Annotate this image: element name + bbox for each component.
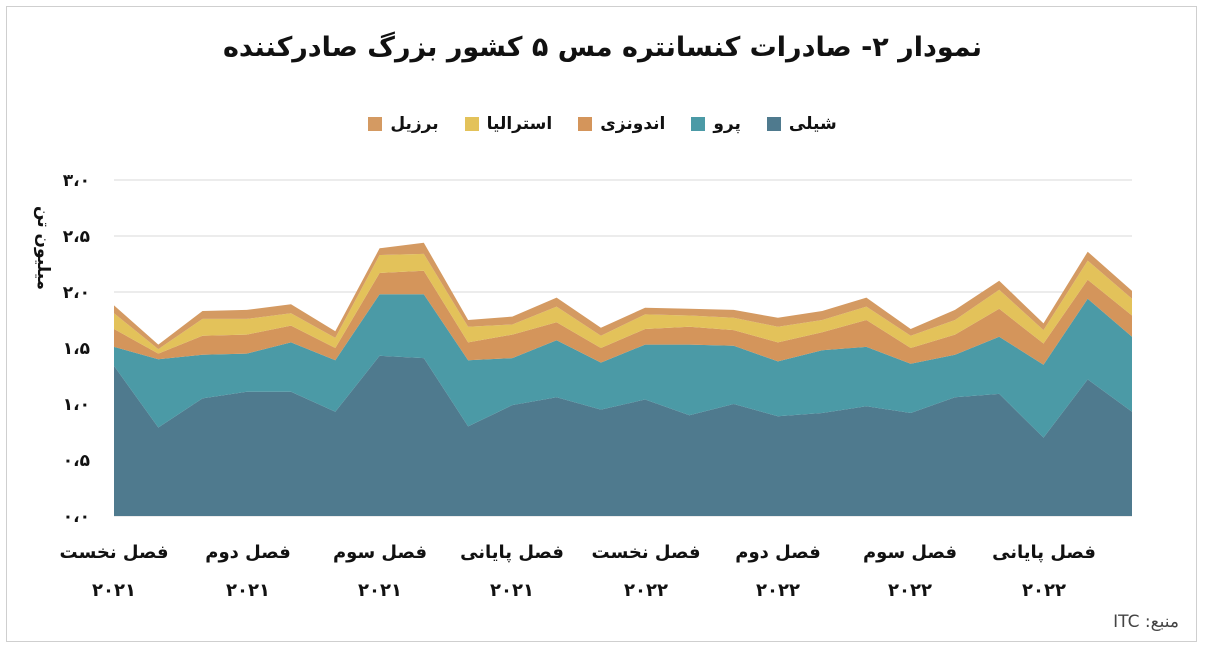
legend-item: برزیل bbox=[368, 114, 439, 134]
y-tick-labels: ۰،۰ ۰،۵ ۱،۰ ۱،۵ ۲،۰ ۲،۵ ۳،۰ bbox=[63, 171, 90, 527]
chart-legend: شیلی پرو اندونزی استرالیا برزیل bbox=[0, 114, 1205, 134]
legend-swatch bbox=[578, 117, 593, 131]
legend-swatch bbox=[766, 117, 781, 131]
legend-item: استرالیا bbox=[464, 114, 553, 134]
y-tick-label: ۱،۵ bbox=[63, 339, 90, 359]
y-tick-label: ۳،۰ bbox=[63, 171, 90, 191]
legend-label: اندونزی bbox=[600, 114, 666, 134]
chart-title: نمودار ۲- صادرات کنسانتره مس ۵ کشور بزرگ… bbox=[222, 32, 983, 63]
x-category-year: ۲۰۲۲ bbox=[624, 580, 668, 601]
legend-item: شیلی bbox=[766, 114, 837, 134]
legend-label: استرالیا bbox=[486, 114, 553, 134]
x-category-year: ۲۰۲۱ bbox=[92, 580, 136, 601]
x-category-season: فصل سوم bbox=[333, 542, 427, 563]
legend-swatch bbox=[691, 117, 706, 131]
x-category-labels: فصل نخست ۲۰۲۱ فصل دوم ۲۰۲۱ فصل سوم ۲۰۲۱ فصل پا… bbox=[60, 542, 1096, 601]
legend-label: شیلی bbox=[788, 114, 837, 134]
x-category-year: ۲۰۲۲ bbox=[1022, 580, 1066, 601]
y-tick-label: ۲،۵ bbox=[63, 227, 90, 247]
x-category-season: فصل پایانی bbox=[460, 542, 564, 563]
legend-item: پرو bbox=[691, 114, 741, 134]
x-category-season: فصل دوم bbox=[735, 542, 820, 563]
legend-swatch bbox=[368, 117, 383, 131]
x-category-season: فصل سوم bbox=[863, 542, 957, 563]
y-axis-label: میلیون تن bbox=[33, 206, 53, 290]
area-series bbox=[114, 242, 1132, 516]
source-note: منبع: ITC bbox=[1113, 612, 1179, 632]
x-category-year: ۲۰۲۱ bbox=[226, 580, 270, 601]
x-category-season: فصل دوم bbox=[205, 542, 290, 563]
y-tick-label: ۰،۵ bbox=[63, 451, 90, 471]
area-series-3 bbox=[114, 270, 1132, 365]
legend-swatch bbox=[464, 117, 479, 131]
y-tick-label: ۲،۰ bbox=[63, 283, 90, 303]
y-tick-label: ۰،۰ bbox=[63, 507, 90, 527]
x-category-season: فصل نخست bbox=[592, 542, 701, 563]
area-series-1 bbox=[114, 355, 1132, 516]
y-tick-label: ۱،۰ bbox=[63, 395, 90, 415]
legend-label: برزیل bbox=[390, 114, 439, 134]
x-category-season: فصل نخست bbox=[60, 542, 169, 563]
area-series-5 bbox=[114, 242, 1132, 350]
x-category-year: ۲۰۲۲ bbox=[888, 580, 932, 601]
area-series-4 bbox=[114, 253, 1132, 354]
legend-item: اندونزی bbox=[578, 114, 665, 134]
x-category-year: ۲۰۲۱ bbox=[490, 580, 534, 601]
x-category-season: فصل پایانی bbox=[992, 542, 1096, 563]
x-category-year: ۲۰۲۲ bbox=[756, 580, 800, 601]
chart-frame bbox=[6, 6, 1197, 642]
area-series-2 bbox=[114, 294, 1132, 438]
x-category-year: ۲۰۲۱ bbox=[358, 580, 402, 601]
legend-label: پرو bbox=[713, 114, 741, 134]
